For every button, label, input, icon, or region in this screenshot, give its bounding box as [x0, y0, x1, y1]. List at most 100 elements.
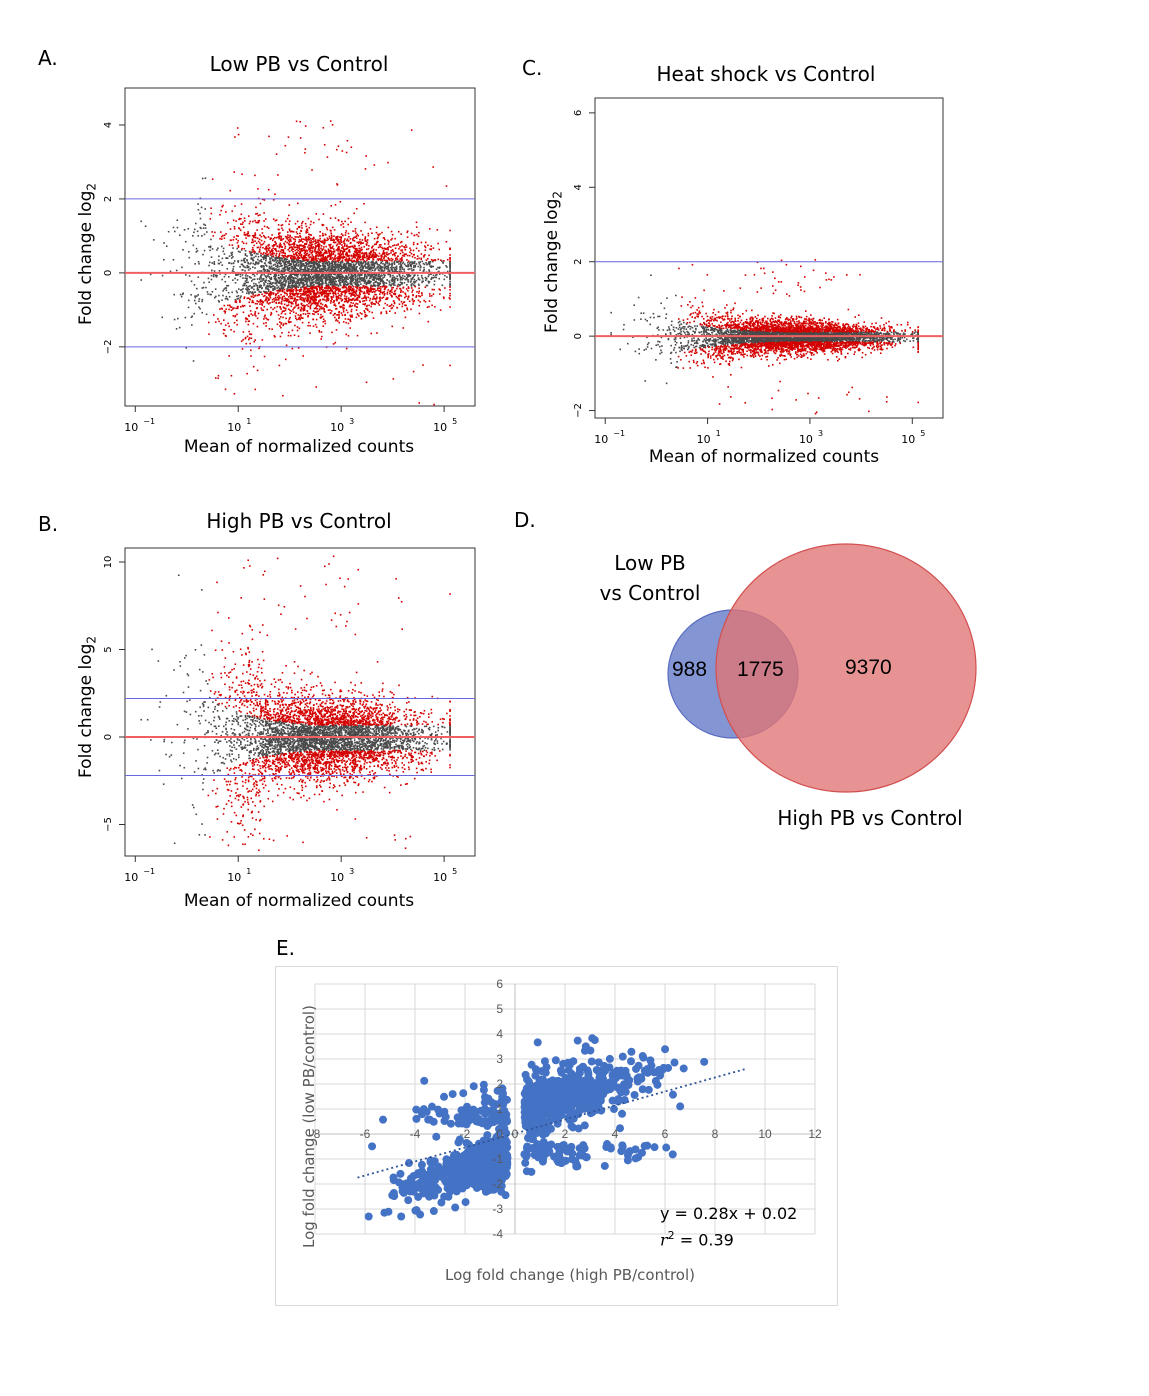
- point-significant: [330, 237, 333, 240]
- point-significant: [386, 260, 389, 262]
- point: [332, 278, 335, 281]
- point: [278, 287, 281, 290]
- point-significant: [402, 287, 405, 289]
- point-significant: [271, 248, 273, 251]
- point-significant: [263, 318, 265, 320]
- point: [318, 260, 320, 263]
- point: [320, 267, 323, 270]
- point-significant: [302, 304, 305, 307]
- point-significant: [319, 298, 322, 301]
- point-significant: [293, 307, 295, 309]
- point: [391, 280, 393, 283]
- point: [382, 281, 384, 284]
- point: [248, 292, 250, 295]
- point-significant: [364, 236, 367, 238]
- point-significant: [236, 307, 239, 310]
- point-significant: [317, 285, 319, 287]
- point-significant: [281, 251, 283, 254]
- point-significant: [403, 246, 406, 249]
- point: [392, 284, 395, 286]
- point-significant: [299, 137, 302, 139]
- point-significant: [318, 247, 320, 249]
- point-significant: [299, 314, 302, 316]
- point: [449, 267, 451, 269]
- point-significant: [299, 295, 302, 297]
- point: [308, 268, 311, 270]
- point-significant: [344, 238, 346, 240]
- point: [204, 177, 207, 179]
- point-significant: [315, 255, 318, 257]
- point: [234, 298, 237, 301]
- point: [269, 260, 271, 263]
- point-significant: [355, 316, 358, 319]
- point: [197, 208, 200, 211]
- point: [277, 268, 279, 271]
- point: [284, 261, 287, 264]
- point: [265, 291, 267, 293]
- point-significant: [270, 237, 272, 240]
- point: [393, 260, 396, 263]
- point: [231, 291, 233, 294]
- point-significant: [402, 327, 405, 329]
- point: [267, 279, 270, 282]
- point-significant: [324, 295, 327, 297]
- point: [395, 267, 398, 269]
- point: [248, 288, 251, 291]
- point-significant: [312, 290, 315, 293]
- point-significant: [302, 238, 305, 241]
- point-significant: [355, 237, 358, 240]
- point-significant: [291, 347, 294, 350]
- point-significant: [380, 254, 383, 256]
- point: [434, 276, 436, 278]
- point: [256, 273, 258, 275]
- point: [225, 257, 227, 259]
- point-significant: [339, 250, 342, 252]
- point-significant: [413, 299, 416, 302]
- point: [350, 283, 353, 285]
- point-significant: [317, 257, 320, 260]
- point-significant: [304, 148, 307, 150]
- point-significant: [344, 293, 347, 295]
- point: [350, 281, 352, 283]
- point-significant: [312, 247, 314, 250]
- point-significant: [266, 318, 269, 321]
- point: [334, 283, 336, 286]
- point-significant: [301, 227, 303, 229]
- point: [281, 264, 283, 267]
- point: [313, 260, 315, 263]
- point: [284, 265, 287, 268]
- point: [325, 278, 328, 281]
- point-significant: [350, 301, 352, 304]
- point: [381, 278, 383, 281]
- point: [445, 264, 447, 267]
- point-significant: [294, 249, 296, 252]
- point-significant: [424, 241, 427, 244]
- point: [279, 270, 281, 273]
- point: [252, 259, 255, 262]
- point: [325, 281, 327, 283]
- point-significant: [280, 224, 283, 227]
- point: [280, 277, 283, 280]
- point-significant: [272, 249, 274, 252]
- point-significant: [283, 242, 285, 245]
- point: [247, 261, 249, 264]
- point-significant: [342, 304, 344, 307]
- point-significant: [365, 299, 368, 302]
- point: [367, 266, 370, 268]
- point-significant: [329, 237, 331, 239]
- point-significant: [301, 317, 304, 319]
- point-significant: [258, 248, 261, 251]
- point: [369, 281, 372, 283]
- point: [296, 276, 299, 278]
- point-significant: [341, 314, 344, 316]
- point-significant: [287, 234, 289, 236]
- point-significant: [336, 314, 338, 316]
- point-significant: [223, 237, 226, 240]
- point: [265, 286, 267, 289]
- point: [429, 265, 431, 267]
- point: [267, 290, 270, 293]
- point: [274, 259, 277, 261]
- point-significant: [386, 251, 388, 254]
- point-significant: [251, 251, 254, 253]
- point: [381, 269, 384, 272]
